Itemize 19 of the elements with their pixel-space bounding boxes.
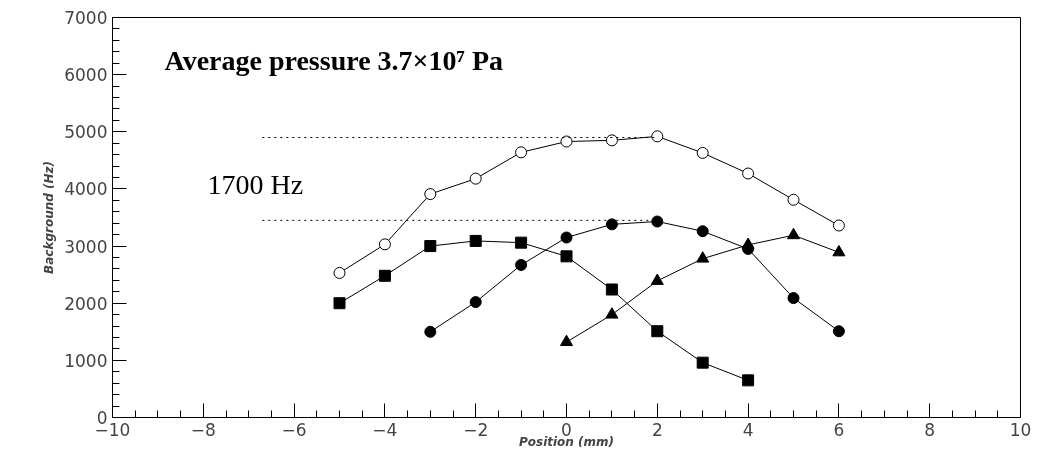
x-tick-label: −6 (281, 419, 307, 440)
y-tick-label: 5000 (64, 122, 108, 143)
y-tick-label: 3000 (64, 236, 108, 257)
y-axis-title: Background (Hz) (42, 161, 57, 274)
x-tick-label: −2 (463, 419, 489, 440)
x-tick-label: 10 (1009, 419, 1032, 440)
y-tick-label: 1000 (64, 350, 108, 371)
annotation: Average pressure 3.7×10⁷ Pa (164, 44, 504, 76)
y-tick-label: 6000 (64, 65, 108, 86)
y-tick-label: 7000 (64, 8, 108, 28)
x-tick-label: −4 (372, 419, 398, 440)
x-tick-label: 4 (742, 419, 754, 440)
x-tick-label: 6 (833, 419, 845, 440)
x-tick-label: −8 (190, 419, 216, 440)
annotation: 1700 Hz (207, 168, 304, 200)
y-tick-label: 2000 (64, 293, 108, 314)
x-tick-label: 2 (651, 419, 663, 440)
y-tick-label: 4000 (64, 179, 108, 200)
x-tick-label: 8 (924, 419, 936, 440)
